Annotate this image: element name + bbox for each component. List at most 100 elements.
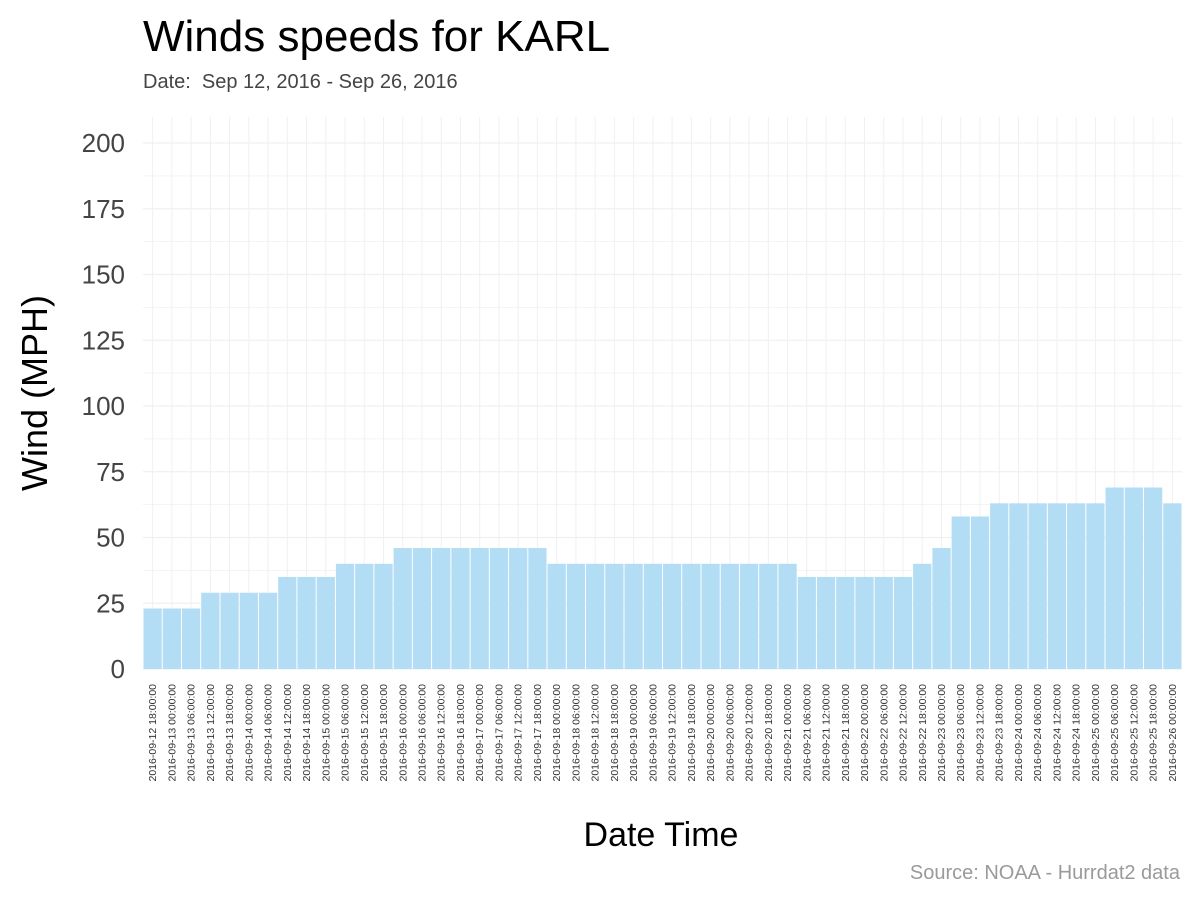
bar — [181, 608, 201, 669]
bar — [605, 563, 624, 669]
bar — [547, 563, 566, 669]
bar — [239, 592, 258, 669]
x-tick-label: 2016-09-22 06:00:00 — [878, 684, 890, 782]
bar — [701, 563, 720, 669]
y-axis-ticks: 0 25 50 75 100 125 150 175 200 — [82, 128, 125, 684]
bar — [220, 592, 239, 669]
bar — [1144, 487, 1163, 669]
y-tick-label: 25 — [96, 588, 125, 618]
x-tick-label: 2016-09-20 06:00:00 — [724, 684, 736, 782]
x-tick-label: 2016-09-14 12:00:00 — [282, 684, 294, 782]
x-tick-label: 2016-09-18 18:00:00 — [609, 684, 621, 782]
bar — [836, 576, 855, 669]
x-tick-label: 2016-09-15 12:00:00 — [359, 684, 371, 782]
source-caption: Source: NOAA - Hurrdat2 data — [909, 862, 1180, 884]
bar — [739, 563, 759, 669]
bar — [1067, 503, 1086, 669]
x-tick-label: 2016-09-23 18:00:00 — [994, 684, 1006, 782]
bar — [624, 563, 643, 669]
x-tick-label: 2016-09-13 18:00:00 — [224, 684, 236, 782]
x-tick-label: 2016-09-16 18:00:00 — [455, 684, 467, 782]
x-tick-label: 2016-09-14 00:00:00 — [243, 684, 255, 782]
x-tick-label: 2016-09-25 18:00:00 — [1148, 684, 1160, 782]
x-tick-label: 2016-09-23 12:00:00 — [974, 684, 986, 782]
grid-lines — [143, 117, 1182, 670]
x-tick-label: 2016-09-22 12:00:00 — [898, 684, 910, 782]
x-tick-label: 2016-09-17 00:00:00 — [474, 684, 486, 782]
x-tick-label: 2016-09-25 12:00:00 — [1128, 684, 1140, 782]
x-tick-label: 2016-09-21 00:00:00 — [782, 684, 794, 782]
bar — [316, 576, 335, 669]
bar — [451, 548, 470, 669]
bar — [1105, 487, 1124, 669]
bar — [586, 563, 605, 669]
y-tick-label: 125 — [82, 325, 125, 355]
x-tick-label: 2016-09-24 18:00:00 — [1071, 684, 1083, 782]
x-tick-label: 2016-09-21 06:00:00 — [801, 684, 813, 782]
x-tick-label: 2016-09-24 06:00:00 — [1032, 684, 1044, 782]
bar — [393, 548, 412, 669]
x-tick-label: 2016-09-23 06:00:00 — [955, 684, 967, 782]
x-tick-label: 2016-09-17 12:00:00 — [513, 684, 525, 782]
y-tick-label: 100 — [82, 391, 125, 421]
bar — [1124, 487, 1144, 669]
bar — [951, 516, 970, 669]
x-axis-label: Date Time — [584, 816, 739, 854]
bar — [162, 608, 181, 669]
bar — [566, 563, 586, 669]
x-tick-label: 2016-09-24 12:00:00 — [1051, 684, 1063, 782]
x-tick-label: 2016-09-19 12:00:00 — [667, 684, 679, 782]
bar — [1047, 503, 1067, 669]
x-tick-label: 2016-09-26 00:00:00 — [1167, 684, 1179, 782]
bar — [1163, 503, 1182, 669]
x-tick-label: 2016-09-18 00:00:00 — [551, 684, 563, 782]
x-tick-label: 2016-09-13 12:00:00 — [205, 684, 217, 782]
bar — [682, 563, 701, 669]
bar — [143, 608, 162, 669]
y-tick-label: 150 — [82, 260, 125, 290]
bar — [355, 563, 374, 669]
x-tick-label: 2016-09-16 00:00:00 — [397, 684, 409, 782]
bar — [643, 563, 662, 669]
bar — [874, 576, 893, 669]
bar — [816, 576, 836, 669]
bar — [470, 548, 489, 669]
y-tick-label: 175 — [82, 194, 125, 224]
x-tick-label: 2016-09-19 06:00:00 — [647, 684, 659, 782]
bar — [374, 563, 393, 669]
bar — [855, 576, 874, 669]
x-tick-label: 2016-09-15 18:00:00 — [378, 684, 390, 782]
x-tick-label: 2016-09-14 18:00:00 — [301, 684, 313, 782]
x-tick-label: 2016-09-18 12:00:00 — [590, 684, 602, 782]
x-tick-label: 2016-09-19 18:00:00 — [686, 684, 698, 782]
chart-title: Winds speeds for KARL — [143, 12, 611, 61]
bar — [1009, 503, 1028, 669]
x-tick-label: 2016-09-13 06:00:00 — [186, 684, 198, 782]
x-tick-label: 2016-09-18 06:00:00 — [570, 684, 582, 782]
bar — [509, 548, 528, 669]
x-tick-label: 2016-09-21 12:00:00 — [821, 684, 833, 782]
x-tick-label: 2016-09-20 00:00:00 — [705, 684, 717, 782]
bars — [143, 487, 1182, 669]
x-tick-label: 2016-09-19 00:00:00 — [628, 684, 640, 782]
x-tick-label: 2016-09-17 18:00:00 — [532, 684, 544, 782]
y-tick-label: 200 — [82, 128, 125, 158]
bar — [335, 563, 355, 669]
x-tick-label: 2016-09-24 00:00:00 — [1013, 684, 1025, 782]
bar — [932, 548, 951, 669]
x-tick-label: 2016-09-23 00:00:00 — [936, 684, 948, 782]
x-tick-label: 2016-09-13 00:00:00 — [166, 684, 178, 782]
x-tick-label: 2016-09-16 12:00:00 — [436, 684, 448, 782]
bar — [797, 576, 816, 669]
bar — [720, 563, 739, 669]
x-tick-label: 2016-09-12 18:00:00 — [147, 684, 159, 782]
x-tick-label: 2016-09-14 06:00:00 — [263, 684, 275, 782]
x-tick-label: 2016-09-16 06:00:00 — [416, 684, 428, 782]
bar — [201, 592, 220, 669]
y-tick-label: 50 — [96, 523, 125, 553]
bar — [412, 548, 432, 669]
x-tick-label: 2016-09-20 12:00:00 — [744, 684, 756, 782]
x-tick-label: 2016-09-22 00:00:00 — [859, 684, 871, 782]
bar — [258, 592, 278, 669]
